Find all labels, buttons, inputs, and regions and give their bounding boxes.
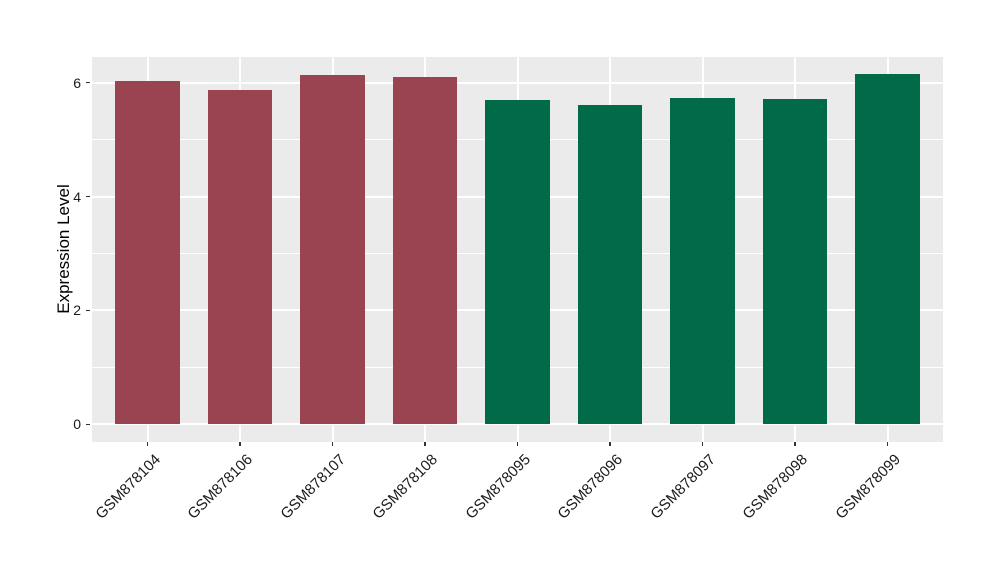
y-tick-label: 0	[73, 416, 81, 433]
x-tick-label: GSM878098	[739, 451, 812, 523]
x-tick-label: GSM878096	[554, 451, 627, 523]
y-tick-label: 6	[73, 74, 81, 91]
bar-GSM878099	[855, 74, 920, 425]
x-tick-mark	[609, 442, 611, 446]
x-tick-mark	[331, 442, 334, 446]
y-tick-label: 4	[73, 188, 81, 205]
bar-GSM878098	[762, 98, 828, 425]
y-tick-label: 2	[73, 302, 81, 319]
x-tick-mark	[239, 442, 241, 446]
x-tick-mark	[886, 442, 889, 446]
x-tick-label: GSM878108	[369, 451, 442, 523]
x-tick-mark	[516, 442, 519, 446]
y-tick-mark	[86, 309, 90, 312]
x-tick-label: GSM878099	[831, 451, 904, 523]
x-tick-mark	[701, 442, 704, 446]
x-tick-label: GSM878097	[646, 451, 719, 523]
plot-panel	[92, 57, 943, 442]
bar-GSM878095	[485, 100, 550, 425]
bar-GSM878106	[207, 90, 273, 425]
x-tick-label: GSM878106	[184, 451, 257, 523]
x-tick-mark	[794, 442, 796, 446]
y-tick-mark	[86, 81, 90, 84]
bar-GSM878104	[115, 80, 180, 425]
bar-GSM878108	[392, 76, 458, 425]
x-tick-label: GSM878095	[461, 451, 534, 523]
x-tick-label: GSM878104	[91, 451, 164, 523]
y-tick-mark	[86, 423, 90, 426]
x-tick-mark	[146, 442, 149, 446]
y-tick-mark	[86, 195, 90, 198]
x-tick-label: GSM878107	[276, 451, 349, 523]
bar-GSM878096	[577, 104, 643, 425]
bar-GSM878097	[670, 98, 735, 425]
x-tick-mark	[424, 442, 426, 446]
bar-GSM878107	[300, 75, 365, 425]
